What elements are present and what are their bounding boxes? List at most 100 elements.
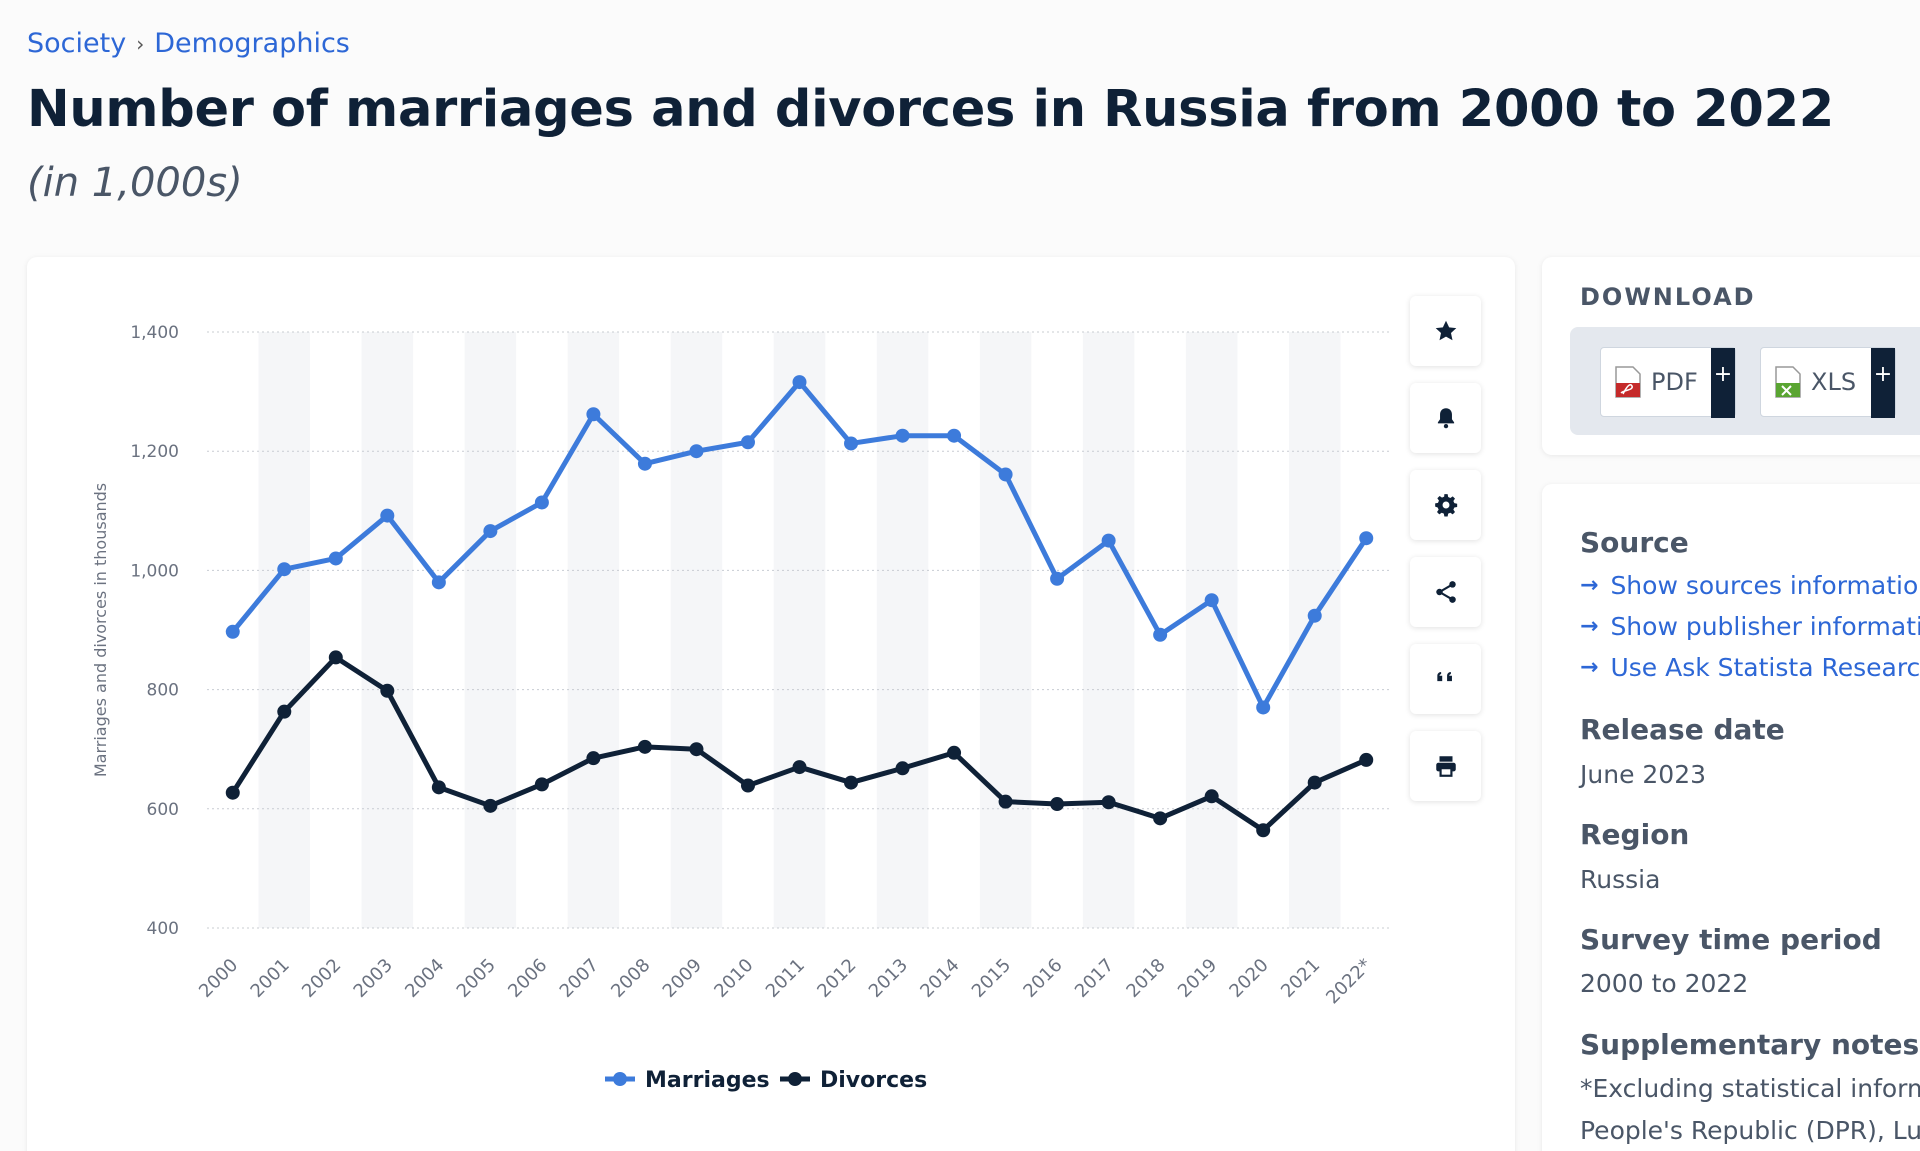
column-band — [258, 332, 311, 928]
marriages-point — [637, 456, 652, 471]
column-band — [567, 332, 620, 928]
x-tick-label: 2015 — [968, 955, 1015, 1002]
marriages-point — [1307, 608, 1322, 623]
breadcrumb-separator: › — [136, 31, 145, 56]
column-band — [1185, 332, 1238, 928]
y-tick-label: 1,000 — [130, 561, 179, 581]
marriages-point — [844, 436, 859, 451]
marriages-point — [1101, 533, 1116, 548]
arrow-right-icon: → — [1580, 573, 1599, 598]
marriages-point — [431, 575, 446, 590]
source-label: Source — [1580, 526, 1689, 559]
xls-file-icon — [1775, 366, 1801, 398]
show-sources-link[interactable]: → Show sources information — [1580, 571, 1920, 600]
divorces-point — [534, 777, 549, 792]
star-icon — [1435, 320, 1456, 341]
divorces-point — [1256, 823, 1271, 838]
divorces-point — [380, 683, 395, 698]
share-button[interactable] — [1410, 557, 1481, 627]
cite-button[interactable] — [1410, 644, 1481, 714]
settings-button[interactable] — [1410, 470, 1481, 540]
y-axis-title: Marriages and divorces in thousands — [91, 483, 110, 777]
y-tick-label: 600 — [147, 800, 179, 820]
share-icon — [1435, 581, 1456, 603]
page-subtitle: (in 1,000s) — [27, 160, 243, 206]
x-tick-label: 2001 — [247, 955, 294, 1002]
divorces-point — [431, 780, 446, 795]
download-pdf-label: PDF — [1651, 368, 1698, 396]
download-tray: PDF + XLS + — [1570, 327, 1920, 435]
print-button[interactable] — [1410, 731, 1481, 801]
x-tick-label: 2002 — [298, 955, 345, 1002]
xls-options-plus[interactable]: + — [1871, 348, 1895, 418]
x-tick-label: 2013 — [865, 955, 912, 1002]
arrow-right-icon: → — [1580, 614, 1599, 639]
marriages-point — [998, 467, 1013, 482]
supplementary-notes-line: *Excluding statistical information — [1580, 1074, 1920, 1103]
x-tick-label: 2022* — [1322, 955, 1376, 1009]
print-icon — [1435, 756, 1456, 777]
divorces-point — [1101, 795, 1116, 810]
y-tick-label: 1,400 — [130, 323, 179, 343]
notification-button[interactable] — [1410, 383, 1481, 453]
download-heading: DOWNLOAD — [1580, 283, 1756, 311]
breadcrumb: Society › Demographics — [27, 28, 350, 59]
survey-period-value: 2000 to 2022 — [1580, 969, 1749, 998]
x-tick-label: 2012 — [813, 955, 860, 1002]
divorces-point — [483, 798, 498, 813]
column-band — [464, 332, 517, 928]
favorite-button[interactable] — [1410, 296, 1481, 366]
chart-toolbar — [1410, 296, 1481, 801]
x-tick-label: 2006 — [504, 955, 551, 1002]
release-date-label: Release date — [1580, 713, 1785, 746]
supplementary-notes-label: Supplementary notes — [1580, 1028, 1920, 1061]
divorces-point — [792, 760, 807, 775]
divorces-point — [277, 704, 292, 719]
divorces-point — [1307, 775, 1322, 790]
pdf-options-plus[interactable]: + — [1711, 348, 1735, 418]
gear-icon — [1434, 494, 1457, 517]
marriages-point — [225, 624, 240, 639]
x-tick-label: 2009 — [659, 955, 706, 1002]
column-band — [876, 332, 929, 928]
marriages-point — [947, 428, 962, 443]
divorces-point — [947, 745, 962, 760]
survey-period-label: Survey time period — [1580, 923, 1882, 956]
marriages-point — [895, 428, 910, 443]
y-tick-label: 800 — [147, 681, 179, 701]
divorces-point — [1359, 752, 1374, 767]
divorces-point — [637, 739, 652, 754]
column-band — [361, 332, 414, 928]
marriages-point — [689, 444, 704, 459]
column-band — [1288, 332, 1341, 928]
column-band — [979, 332, 1032, 928]
download-xls-button[interactable]: XLS + — [1760, 347, 1896, 418]
marriages-point — [1204, 593, 1219, 608]
show-publisher-link[interactable]: → Show publisher information — [1580, 612, 1920, 641]
pdf-file-icon — [1615, 366, 1641, 398]
divorces-point — [586, 751, 601, 766]
marriages-point — [1153, 627, 1168, 642]
divorces-point — [1204, 789, 1219, 804]
download-xls-label: XLS — [1811, 368, 1857, 396]
column-band — [1082, 332, 1135, 928]
column-band — [773, 332, 826, 928]
region-label: Region — [1580, 818, 1690, 851]
download-pdf-button[interactable]: PDF + — [1600, 347, 1736, 418]
marriages-point — [1050, 571, 1065, 586]
arrow-right-icon: → — [1580, 655, 1599, 680]
supplementary-notes-line: People's Republic (DPR), Luhansk — [1580, 1116, 1920, 1145]
x-tick-label: 2011 — [762, 955, 809, 1002]
x-tick-label: 2007 — [556, 955, 603, 1002]
x-tick-label: 2018 — [1122, 955, 1169, 1002]
divorces-point — [998, 794, 1013, 809]
marriages-point — [277, 562, 292, 577]
divorces-point — [328, 650, 343, 665]
x-tick-label: 2020 — [1225, 955, 1272, 1002]
x-tick-label: 2019 — [1174, 955, 1221, 1002]
breadcrumb-item-demographics[interactable]: Demographics — [154, 28, 350, 59]
x-tick-label: 2000 — [195, 955, 242, 1002]
marriages-point — [328, 551, 343, 566]
ask-statista-link[interactable]: → Use Ask Statista Research — [1580, 653, 1920, 682]
breadcrumb-item-society[interactable]: Society — [27, 28, 127, 59]
